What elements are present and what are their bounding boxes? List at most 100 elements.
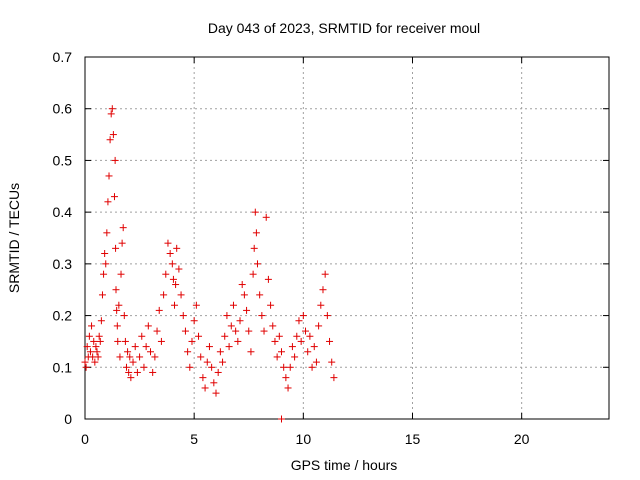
data-point [251, 208, 259, 216]
data-point [321, 270, 329, 278]
data-point [133, 368, 141, 376]
data-point [112, 244, 120, 252]
data-point [238, 281, 246, 289]
data-point [319, 286, 327, 294]
data-point [299, 312, 307, 320]
data-point [252, 229, 260, 237]
data-point [275, 332, 283, 340]
data-point [328, 358, 336, 366]
data-point [186, 363, 194, 371]
data-points [81, 105, 338, 423]
data-point [157, 337, 165, 345]
data-point [98, 291, 106, 299]
data-point [164, 239, 172, 247]
data-point [223, 312, 231, 320]
data-point [173, 244, 181, 252]
y-tick-label: 0.1 [53, 359, 73, 375]
data-point [264, 275, 272, 283]
plot-frame [84, 56, 610, 420]
x-axis-label: GPS time / hours [291, 457, 398, 473]
data-point [109, 131, 117, 139]
data-point [110, 193, 118, 201]
data-point [310, 343, 318, 351]
data-point [124, 348, 132, 356]
data-point [97, 317, 105, 325]
data-point [249, 270, 257, 278]
y-tick-label: 0 [64, 411, 72, 427]
data-point [151, 353, 159, 361]
data-point [262, 213, 270, 221]
data-point [295, 317, 303, 325]
data-point [312, 358, 320, 366]
data-point [221, 332, 229, 340]
data-point [184, 348, 192, 356]
data-point [214, 368, 222, 376]
data-point [203, 358, 211, 366]
data-point [90, 337, 98, 345]
data-point [111, 156, 119, 164]
data-point [212, 389, 220, 397]
data-point [208, 363, 216, 371]
x-tick-label: 10 [296, 431, 312, 447]
data-point [171, 301, 179, 309]
data-point [113, 322, 121, 330]
data-point [153, 327, 161, 335]
data-point [175, 265, 183, 273]
data-point [315, 322, 323, 330]
data-point [101, 250, 109, 258]
x-tick-label: 5 [190, 431, 198, 447]
data-point [169, 275, 177, 283]
y-tick-label: 0.5 [53, 152, 73, 168]
x-tick-label: 20 [514, 431, 530, 447]
data-point [250, 244, 258, 252]
data-point [126, 353, 134, 361]
data-point [308, 363, 316, 371]
data-point [190, 317, 198, 325]
data-point [232, 327, 240, 335]
data-point [284, 384, 292, 392]
data-point [149, 368, 157, 376]
data-point [225, 343, 233, 351]
data-point [210, 379, 218, 387]
data-point [177, 291, 185, 299]
data-point [179, 312, 187, 320]
data-point [168, 260, 176, 268]
data-point [302, 327, 310, 335]
data-point [166, 250, 174, 258]
data-point [258, 312, 266, 320]
data-point [93, 348, 101, 356]
data-point [269, 322, 277, 330]
data-point [122, 363, 130, 371]
data-point [293, 332, 301, 340]
data-point [201, 384, 209, 392]
data-point [147, 348, 154, 356]
grid-lines [85, 57, 609, 419]
data-point [256, 291, 264, 299]
data-point [280, 363, 288, 371]
data-point [188, 337, 196, 345]
data-point [127, 374, 135, 382]
data-point [86, 348, 94, 356]
data-point [267, 301, 275, 309]
data-point [205, 343, 213, 351]
data-point [94, 353, 102, 361]
data-point [245, 327, 253, 335]
data-point [160, 291, 168, 299]
data-point [240, 291, 248, 299]
data-point [286, 363, 294, 371]
data-point [103, 229, 111, 237]
data-point [192, 301, 200, 309]
data-point [247, 348, 255, 356]
data-point [288, 343, 296, 351]
data-point [227, 322, 235, 330]
data-point [253, 260, 261, 268]
data-point [140, 363, 148, 371]
data-point [88, 322, 96, 330]
y-tick-label: 0.6 [53, 101, 73, 117]
data-point [116, 353, 124, 361]
data-point [306, 332, 314, 340]
axis-ticks: 0 0.1 0.2 0.3 0.4 0.5 0.6 0.7 0 5 10 15 20 [53, 49, 609, 447]
data-point [144, 322, 152, 330]
data-point [105, 172, 113, 180]
data-point [108, 105, 116, 113]
